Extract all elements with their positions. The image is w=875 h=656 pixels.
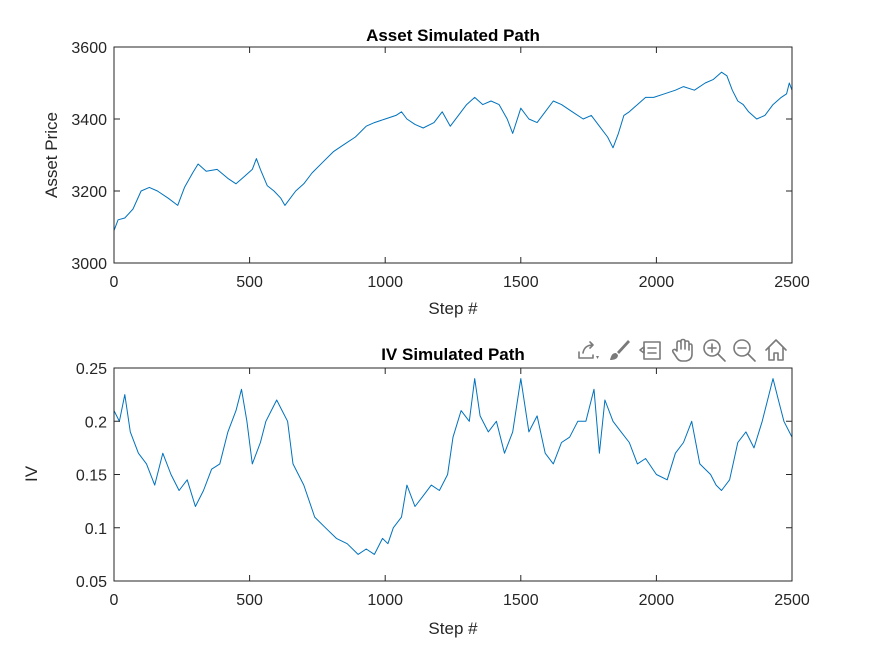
asset-price-axes: 0 500 1000 1500 2000 2500 3000 3200 3400 3600 As… [42, 26, 810, 318]
x-tick-label: 500 [236, 274, 263, 291]
y-ticks: 3000 3200 3400 3600 [71, 40, 792, 273]
x-tick-label: 1500 [503, 274, 539, 291]
y-tick-label: 3200 [71, 184, 107, 201]
y-tick-label: 3000 [71, 256, 107, 273]
y-tick-label: 3400 [71, 112, 107, 129]
iv-axes: 0 500 1000 1500 2000 2500 0.050.10.150.20.25 … [22, 345, 810, 638]
axes-toolbar [576, 338, 788, 362]
y-tick-label: 0.05 [76, 574, 107, 591]
series-line [113, 71, 793, 231]
axes-box [113, 46, 793, 264]
x-tick-label: 2500 [774, 592, 810, 609]
x-tick-label: 0 [110, 274, 119, 291]
y-axis-label: IV [22, 465, 41, 482]
datatip-icon[interactable] [638, 338, 662, 362]
x-ticks: 0 500 1000 1500 2000 2500 [110, 368, 810, 609]
brush-icon[interactable] [606, 338, 630, 362]
series-line [113, 378, 793, 555]
plot-area [114, 368, 792, 581]
x-tick-label: 500 [236, 592, 263, 609]
zoom-out-icon[interactable] [732, 338, 756, 362]
pan-hand-icon[interactable] [670, 338, 694, 362]
y-tick-label: 0.2 [85, 414, 107, 431]
y-tick-label: 0.1 [85, 521, 107, 538]
export-icon[interactable] [576, 338, 600, 362]
x-ticks: 0 500 1000 1500 2000 2500 [110, 47, 810, 291]
y-tick-label: 0.15 [76, 468, 107, 485]
home-icon[interactable] [764, 338, 788, 362]
y-tick-label: 0.25 [76, 361, 107, 378]
y-tick-label: 3600 [71, 40, 107, 57]
x-axis-label: Step # [428, 619, 478, 638]
series-layer [113, 378, 793, 555]
chart-title: IV Simulated Path [381, 345, 525, 364]
plot-area [114, 47, 792, 263]
x-tick-label: 2000 [639, 592, 675, 609]
x-tick-label: 1000 [367, 592, 403, 609]
x-tick-label: 2000 [639, 274, 675, 291]
x-tick-label: 0 [110, 592, 119, 609]
y-ticks: 0.05 0.1 0.15 0.2 0.25 [76, 361, 792, 591]
x-tick-label: 2500 [774, 274, 810, 291]
chart-title: Asset Simulated Path [366, 26, 540, 45]
x-tick-label: 1000 [367, 274, 403, 291]
series-layer [113, 71, 793, 231]
x-axis-label: Step # [428, 299, 478, 318]
y-axis-label: Asset Price [42, 112, 61, 198]
x-tick-label: 1500 [503, 592, 539, 609]
zoom-in-icon[interactable] [702, 338, 726, 362]
